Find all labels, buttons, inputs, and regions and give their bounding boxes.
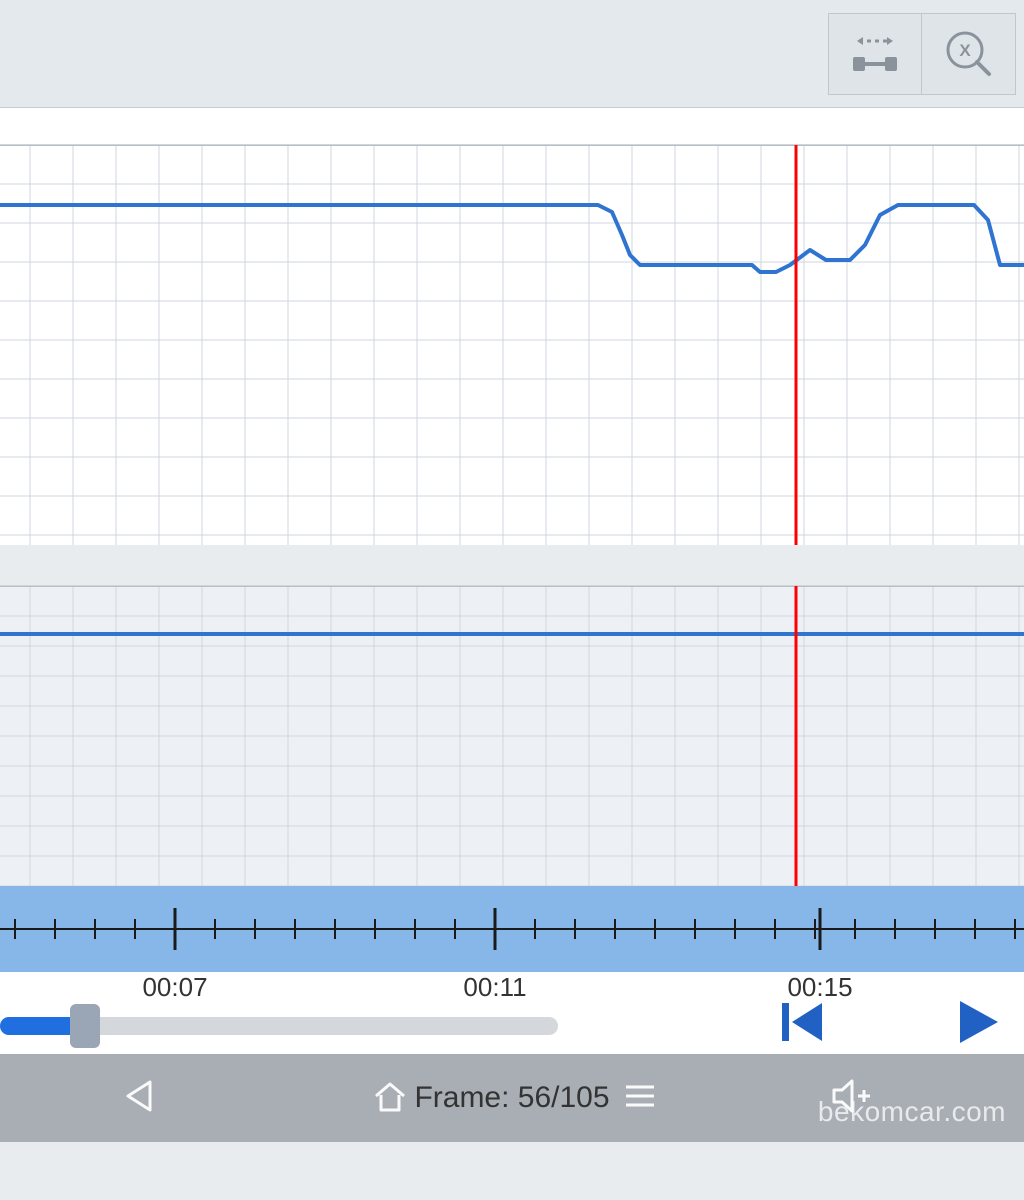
bottom-navbar: Frame: 56/105 bekomcar.com — [0, 1054, 1024, 1142]
axle-width-icon — [845, 29, 905, 79]
back-button[interactable] — [120, 1076, 160, 1121]
zoom-x-icon: X — [939, 24, 999, 84]
charts-area — [0, 108, 1024, 886]
menu-icon — [620, 1076, 660, 1116]
slider-fill — [0, 1017, 78, 1035]
home-button[interactable] — [370, 1076, 410, 1121]
frame-counter: Frame: 56/105 — [414, 1081, 609, 1115]
top-toolbar: X — [0, 0, 1024, 108]
playback-controls — [0, 998, 1024, 1054]
skip-previous-icon — [776, 995, 830, 1049]
menu-button[interactable] — [620, 1076, 660, 1121]
back-icon — [120, 1076, 160, 1116]
play-button[interactable] — [950, 995, 1004, 1054]
chart-2[interactable] — [0, 585, 1024, 886]
home-icon — [370, 1076, 410, 1116]
skip-previous-button[interactable] — [776, 995, 830, 1054]
slider-thumb[interactable] — [70, 1004, 100, 1048]
timeline-ruler[interactable]: 00:07 00:11 00:15 — [0, 886, 1024, 998]
axle-width-button[interactable] — [828, 13, 922, 95]
zoom-x-button[interactable]: X — [922, 13, 1016, 95]
watermark: bekomcar.com — [818, 1096, 1006, 1128]
chart-1[interactable] — [0, 144, 1024, 545]
svg-text:X: X — [959, 41, 971, 60]
play-icon — [950, 995, 1004, 1049]
